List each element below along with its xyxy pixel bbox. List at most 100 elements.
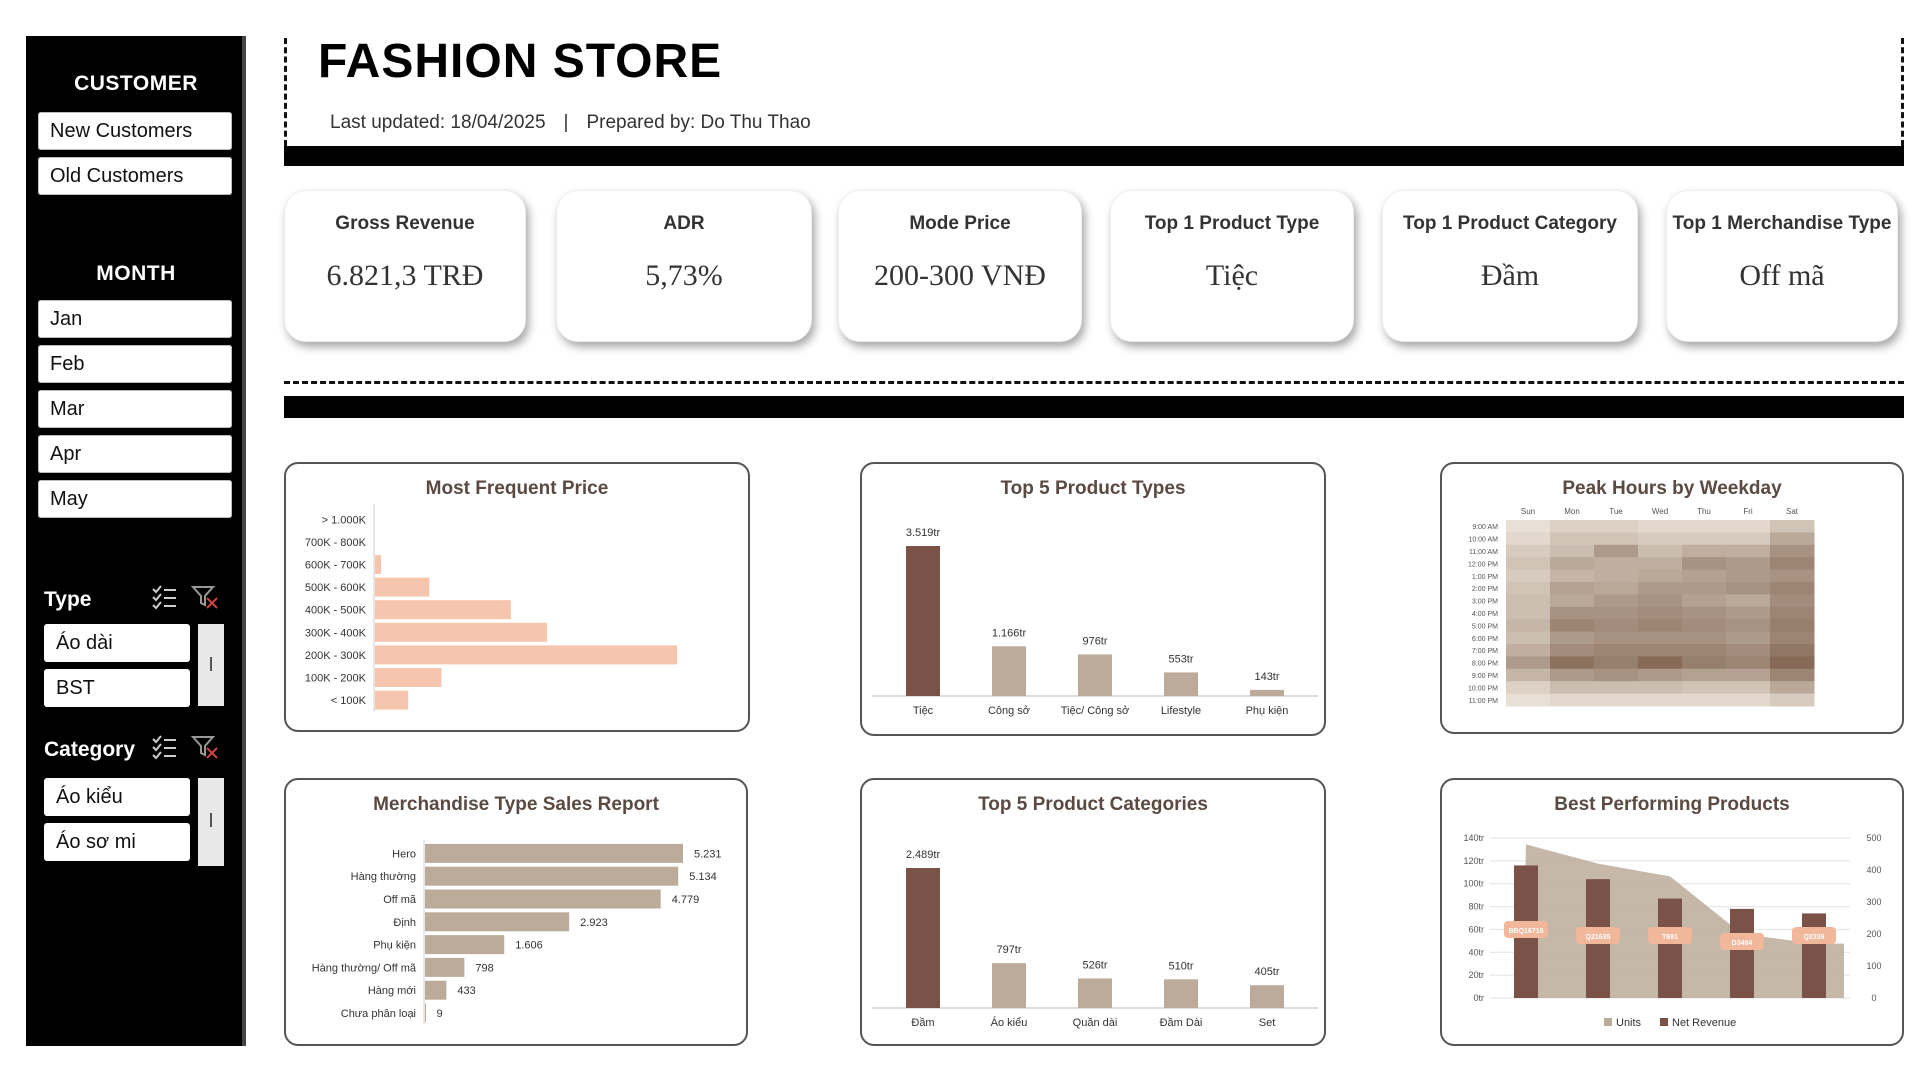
- product-label: D3494: [1732, 940, 1753, 947]
- heatmap-cell: [1682, 693, 1727, 707]
- heatmap-cell: [1638, 569, 1683, 583]
- heatmap-cell: [1770, 582, 1815, 595]
- kpi-card-adr: ADR 5,73%: [556, 190, 812, 342]
- page-title: FASHION STORE: [318, 35, 723, 88]
- tick-label: 10:00 PM: [1468, 685, 1498, 692]
- tick-label: Mon: [1564, 507, 1580, 516]
- heatmap-cell: [1506, 681, 1551, 695]
- tick-label: 300K - 400K: [305, 627, 367, 639]
- bar: [992, 963, 1026, 1008]
- chart-canvas: Sun Mon Tue Wed Thu Fri Sat 9:00 AM 10:00 AM 11:0…: [1468, 507, 1815, 707]
- category-slicer-scrollbar[interactable]: [198, 778, 224, 866]
- multi-select-icon[interactable]: [150, 584, 178, 610]
- legend-label: Units: [1616, 1017, 1642, 1029]
- tick-label: 200K - 300K: [305, 650, 367, 662]
- type-ao-dai-button[interactable]: Áo dài: [44, 624, 190, 662]
- heatmap-cell: [1550, 532, 1595, 546]
- tick-label: Đầm: [911, 1017, 934, 1029]
- bar: [1250, 689, 1284, 696]
- section-dashed-divider: [284, 381, 1904, 384]
- data-label: 1.606: [515, 940, 543, 952]
- heatmap-cell: [1594, 619, 1639, 633]
- heatmap-cell: [1638, 644, 1683, 657]
- new-customers-button[interactable]: New Customers: [38, 112, 232, 150]
- bar: [375, 622, 548, 642]
- heatmap-cell: [1726, 656, 1771, 670]
- tick-label: 140tr: [1463, 833, 1484, 843]
- old-customers-button[interactable]: Old Customers: [38, 157, 232, 195]
- heatmap-cell: [1726, 544, 1771, 558]
- heatmap-cell: [1682, 681, 1727, 695]
- tick-label: Sun: [1521, 507, 1535, 516]
- heatmap-cell: [1682, 656, 1727, 670]
- kpi-label: Top 1 Product Type: [1144, 213, 1320, 234]
- month-mar-button[interactable]: Mar: [38, 390, 232, 428]
- data-label: 405tr: [1254, 966, 1279, 978]
- tick-label: 60tr: [1468, 924, 1484, 934]
- month-apr-button[interactable]: Apr: [38, 435, 232, 473]
- tick-label: 100K - 200K: [305, 673, 367, 685]
- tick-label: 3:00 PM: [1472, 599, 1498, 606]
- tick-label: 1:00 PM: [1472, 574, 1498, 581]
- header-divider-bar: [284, 146, 1904, 166]
- tick-label: Quần dài: [1073, 1017, 1118, 1029]
- tick-label: 600K - 700K: [305, 560, 367, 572]
- heatmap-cell: [1682, 668, 1727, 682]
- month-may-button[interactable]: May: [38, 480, 232, 518]
- tick-label: 500: [1866, 833, 1881, 843]
- tick-label: Tiệc/ Công sở: [1061, 705, 1130, 717]
- chart-title: Peak Hours by Weekday: [1562, 478, 1782, 499]
- bar: [1164, 979, 1198, 1008]
- tick-label: 40tr: [1468, 947, 1484, 957]
- clear-filter-icon[interactable]: [191, 734, 219, 760]
- data-label: 1.166tr: [992, 627, 1027, 639]
- category-slicer-title: Category: [44, 738, 136, 761]
- data-label: 433: [457, 985, 475, 997]
- heatmap-cell: [1550, 681, 1595, 695]
- tick-label: 120tr: [1463, 856, 1484, 866]
- kpi-label: ADR: [663, 213, 705, 234]
- heatmap-cell: [1682, 569, 1727, 583]
- heatmap-cell: [1682, 557, 1727, 571]
- kpi-value: 200-300 VNĐ: [874, 259, 1046, 292]
- data-label: 143tr: [1254, 671, 1279, 683]
- product-label-box: [1504, 921, 1548, 938]
- month-feb-button[interactable]: Feb: [38, 345, 232, 383]
- tick-label: 11:00 PM: [1469, 698, 1499, 705]
- kpi-value: 6.821,3 TRĐ: [326, 259, 484, 292]
- data-label: 2.489tr: [906, 849, 941, 861]
- meta-separator: |: [563, 112, 569, 133]
- category-ao-so-mi-button[interactable]: Áo sơ mi: [44, 823, 190, 861]
- month-jan-button[interactable]: Jan: [38, 300, 232, 338]
- product-label: Q2339: [1803, 934, 1824, 941]
- tick-label: Công sở: [988, 705, 1030, 717]
- product-label-box: [1648, 927, 1692, 944]
- heatmap-cell: [1682, 631, 1727, 645]
- tick-label: Áo kiểu: [991, 1016, 1028, 1029]
- category-ao-kieu-button[interactable]: Áo kiểu: [44, 778, 190, 816]
- type-slicer-scrollbar[interactable]: [198, 624, 224, 706]
- multi-select-icon[interactable]: [150, 734, 178, 760]
- heatmap-cell: [1550, 619, 1595, 633]
- product-label-box: [1576, 927, 1620, 944]
- chart-title: Top 5 Product Categories: [978, 794, 1208, 815]
- tick-label: Phụ kiện: [373, 940, 416, 952]
- heatmap-cell: [1726, 681, 1771, 695]
- bar: [425, 866, 679, 886]
- type-bst-button[interactable]: BST: [44, 669, 190, 707]
- heatmap-cell: [1506, 532, 1551, 546]
- legend-swatch-net-revenue: [1660, 1018, 1668, 1026]
- heatmap-cell: [1682, 594, 1727, 608]
- heatmap-cell: [1594, 532, 1639, 546]
- heatmap-cell: [1726, 631, 1771, 645]
- heatmap-cell: [1726, 520, 1771, 533]
- data-label: 4.779: [672, 894, 700, 906]
- bar: [375, 668, 442, 687]
- heatmap-cell: [1506, 606, 1551, 620]
- clear-filter-icon[interactable]: [191, 584, 219, 610]
- peak-hours-chart: Peak Hours by Weekday Sun Mon Tue Wed Thu Fri…: [1440, 462, 1904, 734]
- bar: [1250, 985, 1284, 1008]
- kpi-label: Gross Revenue: [335, 213, 475, 234]
- heatmap-cell: [1770, 532, 1815, 546]
- data-label: 976tr: [1082, 635, 1107, 647]
